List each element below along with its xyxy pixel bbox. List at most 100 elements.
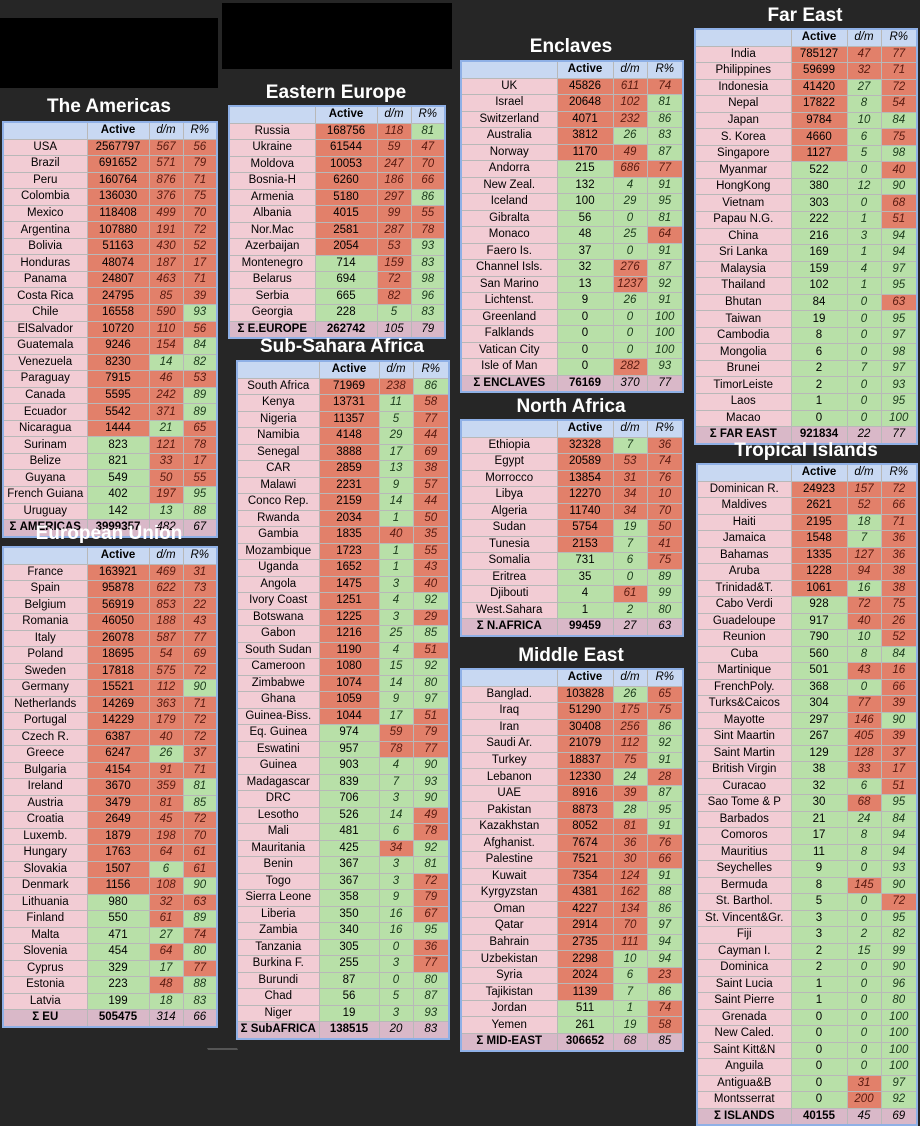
dm-cell: 276 [612,259,648,277]
country-name: Kenya [236,394,320,412]
table-row: Eswatini 957 78 77 [236,740,450,758]
dm-cell: 1 [378,509,414,527]
r-cell: 100 [646,325,684,343]
country-name: Reunion [696,629,792,647]
table-row: Mexico 118408 499 70 [2,204,218,223]
r-cell: 90 [182,877,218,895]
active-cell: 2567797 [86,138,150,157]
table-row: Trinidad&T. 1061 16 38 [696,579,918,597]
dm-cell: 469 [148,563,184,581]
r-cell: 82 [182,353,218,372]
dm-cell: 0 [378,971,414,989]
r-cell: 94 [880,244,918,262]
active-cell: 0 [790,1008,848,1026]
r-cell: 80 [412,971,450,989]
active-cell: 511 [556,999,614,1018]
dm-cell: 0 [846,326,882,345]
active-cell: 95878 [86,580,150,598]
r-cell: 94 [880,827,918,845]
dm-cell: 571 [148,155,184,173]
active-cell: 32328 [556,436,614,454]
table-row: Nigeria 11357 5 77 [236,410,450,428]
active-cell: 12330 [556,768,614,786]
dm-cell: 26 [612,292,648,310]
dm-cell: 242 [148,386,184,405]
table-row: Cameroon 1080 15 92 [236,658,450,676]
header-dm: d/m [612,668,648,687]
table-row: Myanmar 522 0 40 [694,161,918,179]
table-row: Cayman I. 2 15 99 [696,942,918,960]
dm-cell: 0 [846,893,882,911]
table-row: Slovakia 1507 6 61 [2,860,218,878]
dm-cell: 686 [612,160,648,178]
active-cell: 142 [86,502,150,521]
r-cell: 77 [182,959,218,977]
active-cell: 5180 [314,188,378,206]
r-cell: 84 [880,810,918,828]
country-name: Bermuda [696,876,792,894]
table-row: Sweden 17818 575 72 [2,662,218,680]
table-row: Nicaragua 1444 21 65 [2,419,218,438]
table-row: Paraguay 7915 46 53 [2,370,218,388]
active-cell: 839 [318,773,380,791]
dm-cell: 4 [378,592,414,610]
table-row: Ireland 3670 359 81 [2,778,218,796]
table-row: Malawi 2231 9 57 [236,476,450,494]
table-row: Russia 168756 118 81 [228,122,446,140]
r-cell: 100 [880,409,918,428]
r-cell: 70 [182,204,218,223]
r-cell: 80 [182,943,218,961]
table-row: Austria 3479 81 85 [2,794,218,812]
table-row: Albania 4015 99 55 [228,205,446,223]
active-cell: 2 [790,376,848,395]
table-row: DRC 706 3 90 [236,790,450,808]
r-cell: 95 [646,193,684,211]
table-row: Grenada 0 0 100 [696,1008,918,1026]
dm-cell: 10 [612,950,648,968]
r-cell: 87 [412,988,450,1006]
dm-cell: 0 [846,293,882,312]
r-cell: 83 [410,304,446,322]
dm-cell: 0 [612,568,648,586]
dm-cell: 4 [612,176,648,194]
r-cell: 40 [880,161,918,179]
active-cell: 14229 [86,712,150,730]
country-name: Serbia [228,287,316,305]
r-cell: 40 [412,575,450,593]
country-name: Mongolia [694,343,792,361]
table-row: Tanzania 305 0 36 [236,938,450,956]
active-cell: 501 [790,662,848,680]
country-name: Nigeria [236,410,320,428]
active-cell: 1 [790,975,848,993]
r-cell: 84 [880,111,918,130]
dm-cell: 29 [378,427,414,445]
table-row: Malaysia 159 4 97 [694,260,918,279]
table-row: Papau N.G. 222 1 51 [694,211,918,229]
dm-cell: 0 [846,1025,882,1043]
active-cell: 367 [318,872,380,890]
country-name: Armenia [228,188,316,206]
r-cell: 49 [412,806,450,824]
summary-country-name: Σ EU [2,1009,88,1027]
r-cell: 36 [880,546,918,564]
active-cell: 38 [790,761,848,779]
summary-row: Σ AMERICAS 3999357 482 67 [2,519,218,538]
active-cell: 19 [318,1004,380,1022]
r-cell: 23 [646,966,684,985]
table-row: HongKong 380 12 90 [694,177,918,196]
active-cell: 8916 [556,784,614,803]
dm-cell: 405 [846,728,882,746]
table-row: Martinique 501 43 16 [696,662,918,680]
dm-cell: 0 [846,1041,882,1059]
country-name: Mozambique [236,542,320,560]
table-row: Bulgaria 4154 91 71 [2,761,218,779]
dm-cell: 0 [846,194,882,213]
dm-cell: 111 [612,933,648,952]
r-cell: 78 [182,436,218,454]
active-cell: 1127 [790,144,848,163]
active-cell: 16558 [86,304,150,322]
dm-cell: 112 [612,735,648,753]
header-active: Active [556,668,614,687]
active-cell: 8873 [556,801,614,819]
country-name: Argentina [2,221,88,239]
